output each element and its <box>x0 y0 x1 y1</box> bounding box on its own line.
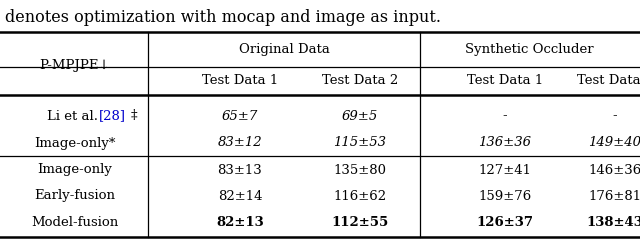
Text: 82±13: 82±13 <box>216 215 264 228</box>
Text: Original Data: Original Data <box>239 43 330 56</box>
Text: 176±81: 176±81 <box>588 189 640 202</box>
Text: 115±53: 115±53 <box>333 136 387 149</box>
Text: 82±14: 82±14 <box>218 189 262 202</box>
Text: Model-fusion: Model-fusion <box>31 215 118 228</box>
Text: 83±13: 83±13 <box>218 163 262 176</box>
Text: 69±5: 69±5 <box>342 109 378 122</box>
Text: Li et al.: Li et al. <box>47 109 98 122</box>
Text: denotes optimization with mocap and image as input.: denotes optimization with mocap and imag… <box>5 10 441 26</box>
Text: 146±36: 146±36 <box>588 163 640 176</box>
Text: [28]: [28] <box>99 109 126 122</box>
Text: P-MPJPE↓: P-MPJPE↓ <box>40 59 110 72</box>
Text: Test Data 2: Test Data 2 <box>577 74 640 87</box>
Text: 135±80: 135±80 <box>333 163 387 176</box>
Text: -: - <box>612 109 618 122</box>
Text: ‡: ‡ <box>131 109 138 122</box>
Text: Test Data 2: Test Data 2 <box>322 74 398 87</box>
Text: 112±55: 112±55 <box>332 215 388 228</box>
Text: Image-only: Image-only <box>38 163 113 176</box>
Text: 65±7: 65±7 <box>222 109 258 122</box>
Text: 149±40: 149±40 <box>589 136 640 149</box>
Text: 126±37: 126±37 <box>477 215 534 228</box>
Text: 136±36: 136±36 <box>479 136 531 149</box>
Text: 159±76: 159±76 <box>478 189 532 202</box>
Text: 138±43: 138±43 <box>587 215 640 228</box>
Text: Test Data 1: Test Data 1 <box>467 74 543 87</box>
Text: Synthetic Occluder: Synthetic Occluder <box>465 43 593 56</box>
Text: 127±41: 127±41 <box>479 163 531 176</box>
Text: 83±12: 83±12 <box>218 136 262 149</box>
Text: Test Data 1: Test Data 1 <box>202 74 278 87</box>
Text: -: - <box>502 109 508 122</box>
Text: Early-fusion: Early-fusion <box>35 189 115 202</box>
Text: Image-only*: Image-only* <box>35 136 116 149</box>
Text: 116±62: 116±62 <box>333 189 387 202</box>
